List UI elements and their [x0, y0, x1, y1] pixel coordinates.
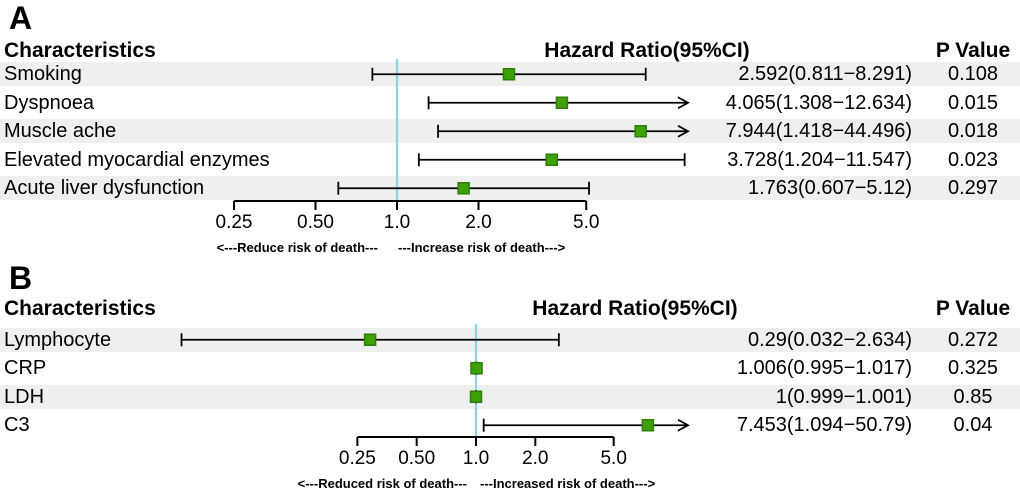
x-axis-tick-label: 1.0	[462, 448, 490, 469]
row-p-value: 0.85	[953, 385, 993, 408]
panel-letter-A: A	[9, 0, 33, 36]
row-p-value: 0.325	[947, 357, 999, 380]
row-characteristic-label: Lymphocyte	[4, 328, 112, 351]
column-header-characteristics: Characteristics	[4, 297, 156, 320]
column-header-hazard-ratio: Hazard Ratio(95%CI)	[532, 297, 738, 320]
axis-caption-reduce-risk: <---Reduce risk of death---	[216, 240, 378, 255]
row-characteristic-label: C3	[4, 414, 30, 437]
row-p-value: 0.023	[947, 148, 999, 171]
table-row: Lymphocyte 0.29(0.032−2.634) 0.272	[0, 325, 1020, 354]
table-row: C3 7.453(1.094−50.79) 0.04	[0, 411, 1020, 440]
axis-caption-reduce-risk: <---Reduced risk of death---	[297, 476, 467, 491]
axis-caption-increase-risk: ---Increased risk of death--->	[480, 476, 656, 491]
column-header-hazard-ratio: Hazard Ratio(95%CI)	[544, 39, 750, 62]
table-row: CRP 1.006(0.995−1.017) 0.325	[0, 354, 1020, 383]
row-characteristic-label: Muscle ache	[4, 120, 117, 143]
row-characteristic-label: CRP	[4, 357, 47, 380]
x-axis-tick-label: 2.0	[522, 448, 549, 469]
row-characteristic-label: Dyspnoea	[4, 91, 95, 114]
panel-letter-B: B	[9, 260, 33, 296]
table-row: Acute liver dysfunction 1.763(0.607−5.12)…	[0, 174, 1020, 203]
row-hazard-ratio-value: 1(0.999−1.001)	[775, 385, 912, 408]
table-row: Elevated myocardial enzymes 3.728(1.204−1…	[0, 146, 1020, 175]
row-hazard-ratio-value: 7.944(1.418−44.496)	[725, 120, 912, 143]
table-row: Smoking 2.592(0.811−8.291) 0.108	[0, 60, 1020, 89]
column-header-p-value: P Value	[935, 39, 1011, 62]
row-p-value: 0.018	[947, 120, 999, 143]
row-p-value: 0.015	[947, 91, 999, 114]
x-axis-tick-label: 0.50	[398, 448, 436, 469]
table-row: Dyspnoea 4.065(1.308−12.634) 0.015	[0, 89, 1020, 118]
column-header-p-value: P Value	[935, 297, 1011, 320]
row-hazard-ratio-value: 1.006(0.995−1.017)	[736, 357, 912, 380]
row-hazard-ratio-value: 7.453(1.094−50.79)	[736, 414, 912, 437]
row-p-value: 0.04	[953, 414, 993, 437]
row-hazard-ratio-value: 1.763(0.607−5.12)	[747, 177, 912, 200]
row-hazard-ratio-value: 3.728(1.204−11.547)	[727, 148, 912, 171]
x-axis-tick-label: 0.25	[338, 448, 376, 469]
table-row: Muscle ache 7.944(1.418−44.496) 0.018	[0, 117, 1020, 146]
x-axis-tick-label: 0.50	[297, 212, 334, 233]
row-hazard-ratio-value: 2.592(0.811−8.291)	[738, 63, 912, 86]
x-axis-tick-label: 2.0	[465, 212, 492, 233]
row-characteristic-label: Smoking	[4, 63, 82, 86]
row-characteristic-label: Acute liver dysfunction	[4, 177, 205, 200]
table-row: LDH 1(0.999−1.001) 0.85	[0, 382, 1020, 411]
x-axis-tick-label: 5.0	[573, 212, 600, 233]
x-axis-tick-label: 5.0	[600, 448, 627, 469]
row-hazard-ratio-value: 0.29(0.032−2.634)	[747, 328, 912, 351]
x-axis-tick-label: 0.25	[215, 212, 253, 233]
row-hazard-ratio-value: 4.065(1.308−12.634)	[725, 91, 912, 114]
row-p-value: 0.108	[947, 63, 999, 86]
row-characteristic-label: Elevated myocardial enzymes	[4, 148, 270, 171]
axis-caption-increase-risk: ---Increase risk of death--->	[398, 240, 566, 255]
x-axis-tick-label: 1.0	[383, 212, 411, 233]
row-p-value: 0.297	[947, 177, 999, 200]
row-p-value: 0.272	[947, 328, 999, 351]
row-characteristic-label: LDH	[4, 385, 45, 408]
column-header-characteristics: Characteristics	[4, 39, 156, 62]
